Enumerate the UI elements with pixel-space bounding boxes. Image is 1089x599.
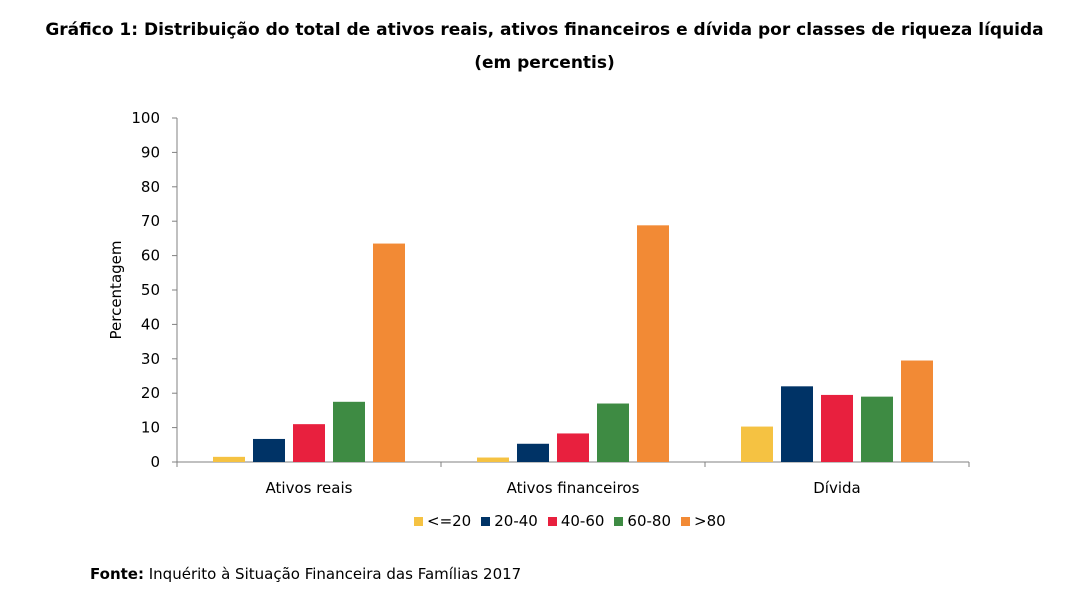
y-tick-label-1: 10 [141, 419, 160, 437]
legend-label-1: 20-40 [494, 512, 538, 530]
y-tick-label-8: 80 [141, 178, 160, 196]
bar-0-2 [293, 424, 325, 462]
legend-swatch-0 [414, 516, 423, 526]
bar-1-0 [477, 457, 509, 462]
y-tick-label-10: 100 [131, 109, 160, 127]
source-label: Fonte: [90, 565, 144, 583]
bar-2-1 [781, 386, 813, 462]
bar-0-4 [373, 243, 405, 462]
bar-1-2 [557, 433, 589, 462]
x-tick-label-1: Ativos financeiros [507, 479, 640, 497]
source-text: Inquérito à Situação Financeira das Famí… [148, 565, 522, 583]
bar-0-0 [213, 456, 245, 462]
bar-0-3 [333, 401, 365, 462]
legend-item-3: 60-80 [614, 512, 671, 530]
legend-item-2: 40-60 [547, 512, 605, 530]
source-note: Fonte: Inquérito à Situação Financeira d… [90, 565, 521, 583]
y-tick-label-7: 70 [141, 212, 160, 230]
x-tick-label-2: Dívida [813, 479, 860, 497]
legend-label-4: >80 [694, 512, 726, 530]
y-axis-label: Percentagem [107, 241, 125, 340]
y-tick-label-3: 30 [141, 350, 160, 368]
chart-title: Gráfico 1: Distribuição do total de ativ… [0, 14, 1089, 80]
chart-title-line-2: (em percentis) [474, 53, 615, 73]
y-tick-label-5: 50 [141, 281, 160, 299]
bar-1-1 [517, 443, 549, 462]
legend-item-0: <=20 [414, 512, 471, 530]
chart-legend: <=20 20-40 40-60 60-80 >80 [414, 510, 736, 532]
legend-item-4: >80 [681, 512, 726, 530]
bar-2-0 [741, 426, 773, 462]
chart-title-line-1: Gráfico 1: Distribuição do total de ativ… [45, 20, 1044, 40]
y-tick-label-0: 0 [150, 453, 160, 471]
y-tick-label-9: 90 [141, 143, 160, 161]
legend-label-0: <=20 [427, 512, 472, 530]
legend-swatch-1 [481, 516, 491, 526]
legend-swatch-4 [681, 516, 691, 526]
bar-1-3 [597, 403, 629, 462]
y-tick-label-2: 20 [141, 384, 160, 402]
y-tick-label-6: 60 [141, 247, 160, 265]
bar-2-2 [821, 394, 853, 462]
legend-label-3: 60-80 [627, 512, 672, 530]
bar-0-1 [253, 438, 285, 462]
bar-2-4 [901, 360, 933, 462]
legend-item-1: 20-40 [481, 512, 538, 530]
bar-1-4 [637, 225, 669, 462]
x-tick-label-0: Ativos reais [266, 479, 353, 497]
legend-swatch-3 [614, 516, 624, 526]
y-tick-label-4: 40 [141, 315, 160, 333]
legend-swatch-2 [547, 516, 557, 526]
legend-label-2: 40-60 [560, 512, 605, 530]
bar-2-3 [861, 396, 893, 462]
